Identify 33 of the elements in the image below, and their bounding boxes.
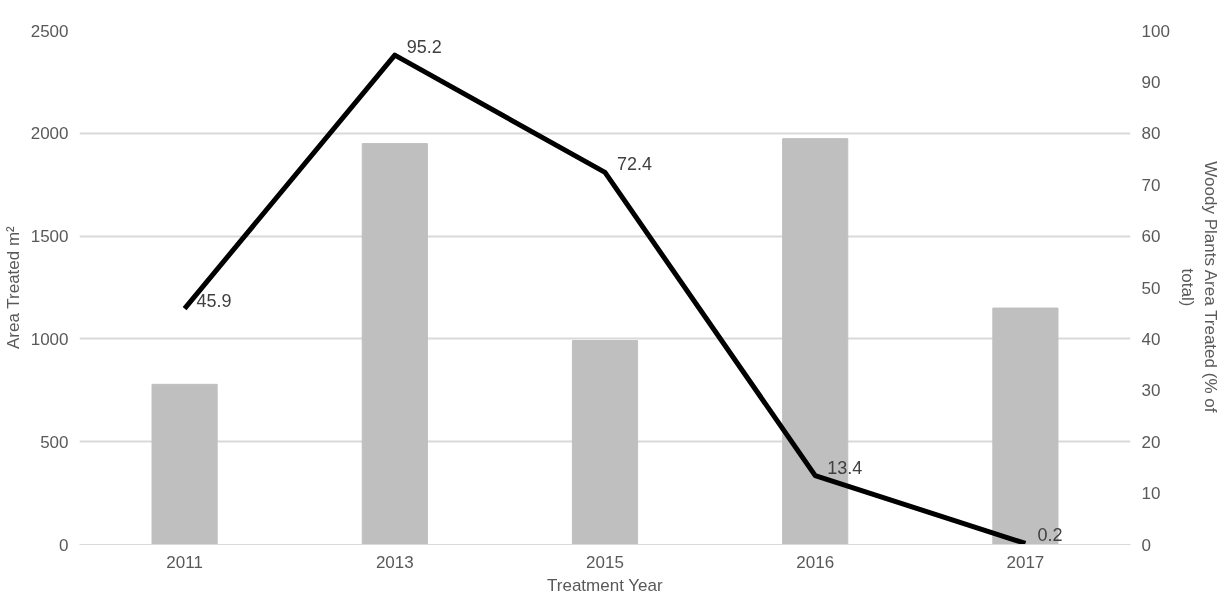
y2-tick-label: 50 <box>1141 278 1161 298</box>
y-tick-label: 500 <box>40 432 69 452</box>
y2-tick-label: 80 <box>1141 124 1161 144</box>
x-tick-label: 2011 <box>166 552 203 572</box>
y2-axis-title: Woody Plants Area Treated (% of total) <box>1177 161 1220 413</box>
x-tick-label: 2013 <box>375 552 414 572</box>
data-label: 13.4 <box>827 457 863 478</box>
y2-tick-label: 100 <box>1141 21 1170 41</box>
y-tick-label: 2500 <box>30 21 69 41</box>
x-tick-label: 2016 <box>796 552 835 572</box>
y-tick-label: 1500 <box>30 227 69 247</box>
y2-tick-label: 20 <box>1141 432 1161 452</box>
y2-tick-label: 10 <box>1141 484 1161 504</box>
data-label: 72.4 <box>617 154 653 175</box>
y2-tick-label: 0 <box>1141 535 1151 555</box>
y2-tick-label: 70 <box>1141 175 1161 195</box>
x-tick-label: 2017 <box>1006 552 1045 572</box>
y-tick-label: 2000 <box>30 124 69 144</box>
y-axis-title: Area Treated m² <box>3 225 23 350</box>
data-label: 45.9 <box>196 290 232 311</box>
data-label: 0.2 <box>1037 525 1063 546</box>
y2-tick-label: 60 <box>1141 227 1161 247</box>
bar <box>571 340 639 545</box>
x-tick-label: 2015 <box>586 552 624 572</box>
y-tick-label: 1000 <box>30 329 69 349</box>
bar <box>361 143 428 545</box>
y2-tick-label: 90 <box>1141 72 1161 92</box>
y2-tick-label: 40 <box>1141 329 1161 349</box>
y2-tick-label: 30 <box>1141 381 1161 401</box>
data-label: 95.2 <box>406 37 442 58</box>
bar <box>151 383 218 545</box>
x-axis-title: Treatment Year <box>547 575 663 595</box>
y-tick-label: 0 <box>59 535 69 555</box>
